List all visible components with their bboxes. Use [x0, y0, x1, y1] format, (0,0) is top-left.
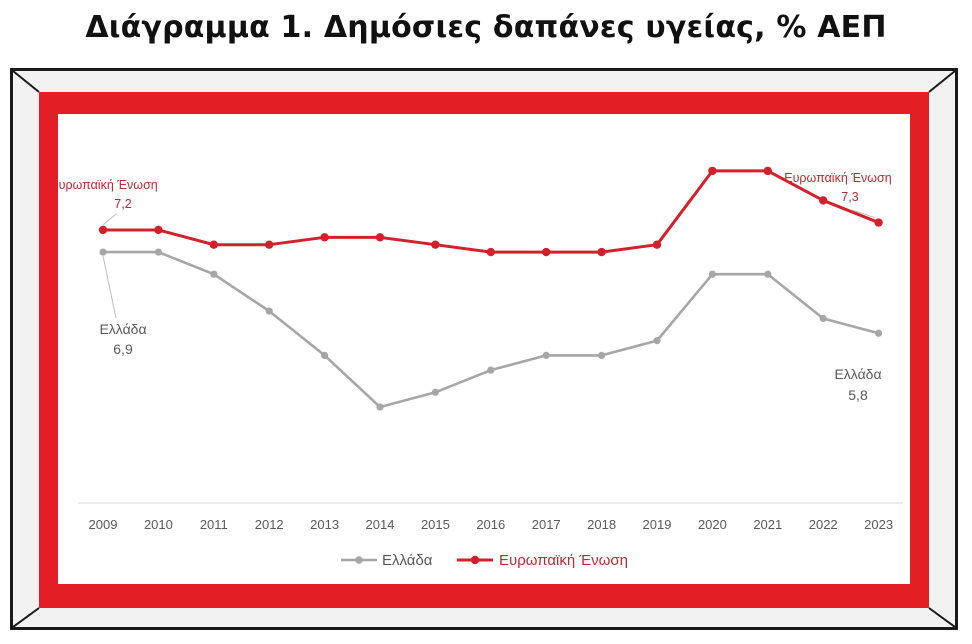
point-greece-2012 — [265, 307, 273, 315]
x-tick-label-2012: 2012 — [255, 517, 284, 532]
point-eu-2010 — [154, 225, 163, 235]
annotation-greece-2023-label: Ελλάδα — [834, 366, 881, 382]
x-tick-label-2021: 2021 — [753, 517, 782, 532]
point-eu-2016 — [486, 247, 495, 257]
line-chart: 2009 2010 2011 2012 2013 2014 2015 2016 2017 2018… — [58, 166, 903, 569]
point-greece-2023 — [875, 329, 883, 337]
point-eu-2011 — [209, 240, 218, 249]
x-tick-label-2009: 2009 — [89, 517, 118, 532]
x-tick-label-2014: 2014 — [366, 517, 395, 532]
point-eu-2015 — [431, 240, 440, 249]
plot-panel: 2009 2010 2011 2012 2013 2014 2015 2016 2017 2018… — [58, 114, 910, 584]
annotation-eu-2009-label: Ευρωπαϊκή Ένωση — [58, 178, 158, 192]
point-greece-2017 — [542, 351, 550, 359]
annotation-greece-2009-label: Ελλάδα — [99, 321, 146, 337]
red-border-band: 2009 2010 2011 2012 2013 2014 2015 2016 2017 2018… — [39, 92, 929, 608]
point-greece-2022 — [819, 314, 827, 323]
point-eu-2013 — [320, 233, 329, 242]
series-line-eu — [103, 169, 880, 254]
point-greece-2013 — [321, 351, 329, 359]
x-tick-label-2020: 2020 — [698, 517, 727, 532]
picture-frame: 2009 2010 2011 2012 2013 2014 2015 2016 2017 2018… — [10, 68, 958, 630]
x-tick-label-2016: 2016 — [476, 517, 505, 532]
point-greece-2018 — [598, 351, 606, 359]
point-greece-2014 — [376, 403, 384, 411]
annotation-eu-2023-label: Ευρωπαϊκή Ένωση — [784, 171, 892, 185]
point-greece-2016 — [487, 366, 495, 374]
annotation-eu-2009-value: 7,2 — [114, 197, 131, 211]
annotation-greece-2023-value: 5,8 — [848, 387, 868, 403]
series-line-greece — [103, 250, 879, 409]
point-greece-2021 — [764, 270, 772, 278]
annotation-eu-2023-value: 7,3 — [841, 190, 858, 204]
point-eu-2023 — [874, 218, 883, 227]
point-eu-2009 — [98, 225, 108, 235]
annotation-greece-2009-leader — [102, 255, 117, 319]
x-tick-label-2011: 2011 — [200, 517, 228, 532]
point-eu-2017 — [542, 247, 551, 257]
legend-marker-eu — [470, 555, 480, 565]
x-tick-label-2013: 2013 — [310, 517, 339, 532]
x-tick-label-2023: 2023 — [864, 517, 893, 532]
point-greece-2010 — [154, 248, 162, 256]
x-tick-label-2015: 2015 — [421, 517, 450, 532]
annotation-greece-2009-value: 6,9 — [113, 341, 133, 357]
point-eu-2014 — [375, 233, 385, 242]
x-tick-label-2022: 2022 — [809, 517, 838, 532]
point-greece-2019 — [653, 337, 661, 345]
frame-bevel-lines — [13, 71, 955, 627]
chart-title: Διάγραμμα 1. Δημόσιες δαπάνες υγείας, % … — [85, 10, 887, 45]
point-eu-2021 — [763, 166, 772, 176]
x-tick-label-2019: 2019 — [643, 517, 672, 532]
point-greece-2020 — [708, 270, 717, 278]
point-eu-2012 — [265, 240, 274, 249]
point-greece-2015 — [431, 388, 439, 396]
x-tick-label-2017: 2017 — [532, 517, 561, 532]
point-greece-2009 — [99, 248, 107, 256]
legend-label-eu: Ευρωπαϊκή Ένωση — [499, 552, 628, 569]
point-eu-2019 — [652, 240, 662, 249]
point-eu-2018 — [597, 247, 606, 257]
point-greece-2011 — [210, 270, 218, 278]
x-tick-label-2010: 2010 — [144, 517, 173, 532]
legend-marker-greece — [355, 556, 363, 564]
point-eu-2020 — [708, 166, 717, 176]
annotation-eu-2009-leader — [102, 213, 117, 226]
point-eu-2022 — [819, 196, 828, 205]
x-tick-label-2018: 2018 — [587, 517, 616, 532]
legend-label-greece: Ελλάδα — [382, 552, 433, 569]
annotation-eu-2023-leader — [851, 209, 875, 219]
